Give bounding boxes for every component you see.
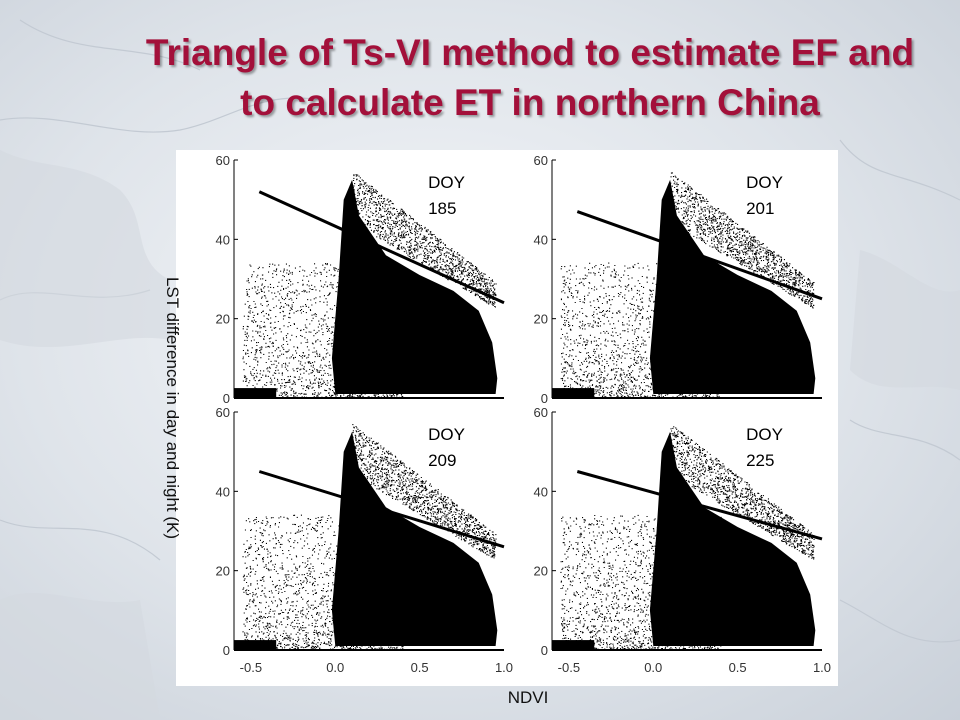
scatter-points-dense	[649, 179, 816, 394]
y-tick-label: 40	[534, 232, 548, 247]
dry-edge-line	[576, 470, 823, 541]
scatter-panel-3: 0 20 40 60 -0.5 0.0 0.5 1.0 DOY 209	[216, 405, 514, 675]
slide-title: Triangle of Ts-VI method to estimate EF …	[90, 28, 960, 128]
scatter-points-low-cluster	[552, 388, 595, 398]
y-tick-label: 40	[216, 232, 230, 247]
title-line-1: Triangle of Ts-VI method to estimate EF …	[145, 32, 915, 73]
y-tick-label: 40	[534, 484, 548, 499]
scatter-panel-1: 0 20 40 60 DOY 185	[216, 153, 505, 406]
y-tick-label: 0	[223, 391, 230, 406]
doy-annotation-line: 185	[428, 199, 456, 218]
y-tick-label: 20	[534, 312, 548, 327]
x-tick-label: 0.0	[326, 660, 344, 675]
x-tick-label: -0.5	[558, 660, 580, 675]
scatter-points-low-cluster	[234, 640, 277, 650]
doy-annotation: DOY 209	[428, 425, 465, 470]
dry-edge-line	[576, 210, 823, 301]
y-tick-label: 20	[216, 564, 230, 579]
x-tick-label: 0.0	[644, 660, 662, 675]
y-tick-label: 60	[216, 153, 230, 168]
dry-edge-line	[258, 190, 505, 305]
title-line-2: to calculate ET in northern China	[240, 82, 820, 123]
doy-annotation-line: 209	[428, 451, 456, 470]
x-tick-label: 1.0	[813, 660, 831, 675]
y-axis-label: LST difference in day and night (K)	[163, 276, 182, 540]
doy-annotation-line: DOY	[746, 425, 783, 444]
scatter-points-low-cluster	[552, 640, 595, 650]
y-tick-label: 0	[223, 643, 230, 658]
doy-annotation-line: DOY	[428, 173, 465, 192]
dry-edge-line	[258, 470, 505, 549]
scatter-points-low-cluster	[234, 388, 277, 398]
chart-svg: 0 20 40 60 DOY 185 0 20 40 60 DOY 201 0 20 40 60 -0.5 0.0…	[216, 153, 832, 675]
y-tick-label: 20	[216, 312, 230, 327]
scatter-points-dense	[331, 179, 498, 394]
y-tick-label: 60	[216, 405, 230, 420]
scatter-panel-4: 0 20 40 60 -0.5 0.0 0.5 1.0 DOY 225	[534, 405, 832, 675]
doy-annotation-line: DOY	[428, 425, 465, 444]
scatter-chart-grid: 0 20 40 60 DOY 185 0 20 40 60 DOY 201 0 20 40 60 -0.5 0.0…	[176, 150, 838, 686]
y-tick-label: 0	[541, 391, 548, 406]
x-tick-label: 0.5	[729, 660, 747, 675]
x-tick-label: 0.5	[411, 660, 429, 675]
y-tick-label: 20	[534, 564, 548, 579]
y-tick-label: 60	[534, 153, 548, 168]
doy-annotation-line: 201	[746, 199, 774, 218]
doy-annotation: DOY 185	[428, 173, 465, 218]
x-tick-label: -0.5	[240, 660, 262, 675]
scatter-points-dense	[331, 431, 498, 646]
doy-annotation-line: 225	[746, 451, 774, 470]
scatter-panel-2: 0 20 40 60 DOY 201	[534, 153, 823, 406]
doy-annotation: DOY 201	[746, 173, 783, 218]
x-tick-label: 1.0	[495, 660, 513, 675]
x-axis-label: NDVI	[507, 688, 549, 707]
scatter-points-dense	[649, 431, 816, 646]
doy-annotation-line: DOY	[746, 173, 783, 192]
doy-annotation: DOY 225	[746, 425, 783, 470]
y-tick-label: 0	[541, 643, 548, 658]
y-tick-label: 40	[216, 484, 230, 499]
y-tick-label: 60	[534, 405, 548, 420]
